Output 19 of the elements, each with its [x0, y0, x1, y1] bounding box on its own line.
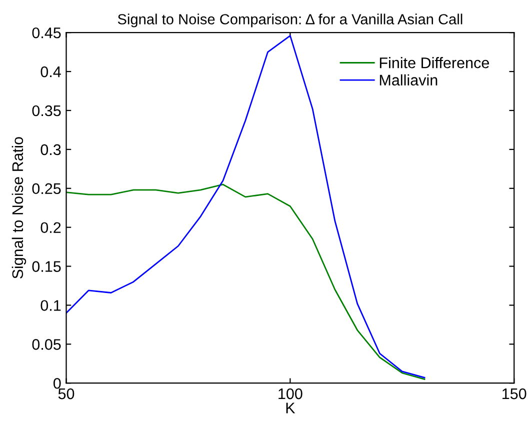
- x-tick-label: 150: [502, 388, 526, 400]
- y-tick-label: 0.1: [40, 300, 61, 311]
- x-axis-title: K: [286, 402, 296, 414]
- y-tick-label: 0.15: [32, 261, 61, 272]
- chart-title: Signal to Noise Comparison: Δ for a Vanilla Asian Call: [118, 14, 462, 28]
- y-tick-label: 0.25: [32, 183, 61, 194]
- legend-label: Malliavin: [380, 74, 438, 86]
- y-tick-label: 0.45: [32, 27, 61, 38]
- y-tick-label: 0.2: [40, 222, 61, 234]
- y-tick-label: 0.35: [32, 105, 61, 116]
- y-tick-label: 0: [53, 378, 61, 389]
- y-tick-label: 0.3: [40, 144, 61, 156]
- y-tick-label: 0.05: [32, 339, 61, 350]
- y-tick-label: 0.4: [40, 66, 61, 78]
- x-tick-label: 50: [58, 388, 74, 400]
- legend-label: Finite Difference: [380, 57, 489, 68]
- line-series: [66, 184, 426, 380]
- x-tick-label: 100: [278, 388, 302, 400]
- y-axis-title: Signal to Noise Ratio: [12, 137, 26, 278]
